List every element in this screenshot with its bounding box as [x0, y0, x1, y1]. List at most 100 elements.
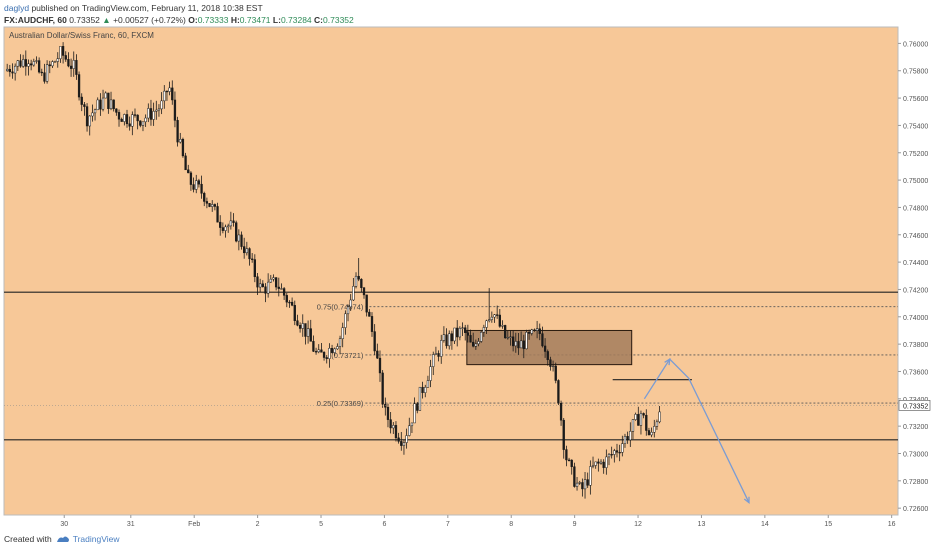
candle-body: [445, 334, 448, 347]
candle-body: [298, 325, 302, 329]
candle-body: [296, 320, 299, 326]
tradingview-logo-icon: [56, 536, 69, 542]
x-tick-label: 6: [382, 521, 386, 528]
candle-body: [373, 331, 376, 352]
candle-body: [176, 120, 179, 143]
candle-body: [93, 109, 97, 114]
candle-body: [626, 436, 629, 441]
candle-body: [40, 71, 43, 74]
candle-body: [570, 459, 573, 467]
candle-body: [605, 456, 608, 468]
candle-body: [56, 58, 59, 62]
candle-body: [19, 60, 22, 67]
candle-body: [554, 365, 557, 381]
candle-body: [493, 314, 496, 318]
chart-background: [4, 27, 898, 515]
y-tick-label: 0.73600: [903, 369, 928, 376]
symbol-line: FX:AUDCHF, 60 0.73352 ▲ +0.00527 (+0.72%…: [4, 14, 354, 26]
candle-body: [213, 204, 217, 207]
candle-body: [160, 100, 163, 110]
candle-body: [11, 71, 14, 74]
candle-body: [581, 482, 584, 490]
candle-body: [80, 96, 83, 105]
candle-body: [546, 351, 549, 360]
candle-body: [227, 225, 230, 228]
candle-body: [83, 104, 86, 107]
candle-body: [309, 328, 312, 342]
candle-body: [219, 221, 222, 228]
candle-body: [503, 325, 507, 339]
candle-body: [450, 333, 454, 342]
candle-body: [37, 60, 41, 73]
candle-body: [442, 334, 446, 341]
fib-level-label: (0.73721): [331, 351, 364, 360]
candle-body: [392, 425, 395, 429]
candle-body: [27, 63, 30, 67]
candle-body: [128, 123, 131, 127]
author-link[interactable]: daglyd: [4, 3, 30, 13]
chart-header: daglyd published on TradingView.com, Feb…: [4, 2, 354, 26]
x-tick-label: 5: [319, 521, 323, 528]
candle-body: [72, 60, 75, 69]
x-tick-label: 16: [888, 521, 896, 528]
price-chart[interactable]: Australian Dollar/Swiss Franc, 60, FXCM 0…: [0, 26, 932, 532]
candle-body: [88, 115, 91, 127]
low-label: L:: [272, 15, 281, 25]
candle-body: [551, 365, 555, 368]
candle-body: [21, 59, 25, 67]
candle-body: [583, 479, 587, 490]
candle-body: [589, 466, 592, 486]
low-value: 0.73284: [280, 15, 312, 25]
candle-body: [109, 99, 113, 109]
candle-body: [195, 180, 198, 190]
candle-body: [306, 328, 310, 337]
candle-body: [304, 323, 307, 337]
y-tick-label: 0.75400: [903, 123, 928, 130]
candle-body: [131, 114, 134, 127]
y-tick-label: 0.74200: [903, 287, 928, 294]
candle-body: [173, 99, 177, 121]
candle-body: [623, 436, 627, 444]
candle-body: [277, 286, 280, 289]
candle-body: [203, 193, 206, 202]
candle-body: [378, 357, 382, 374]
candle-body: [511, 336, 515, 347]
candle-body: [245, 248, 248, 254]
candle-body: [482, 327, 485, 333]
candle-body: [112, 99, 115, 110]
open-value: 0.73333: [197, 15, 229, 25]
tradingview-brand[interactable]: TradingView: [56, 534, 120, 544]
tradingview-brand-label: TradingView: [72, 534, 120, 544]
candle-body: [136, 114, 139, 122]
candle-body: [53, 61, 57, 63]
candle-body: [264, 286, 267, 294]
candle-body: [647, 430, 651, 436]
candle-body: [352, 286, 355, 301]
candle-body: [149, 108, 153, 120]
candle-body: [448, 333, 451, 347]
candle-body: [75, 60, 78, 75]
candle-body: [602, 461, 605, 468]
plot-border: [3, 26, 899, 516]
candle-body: [541, 333, 544, 347]
candle-body: [274, 277, 278, 288]
candle-body: [208, 203, 211, 207]
candle-body: [535, 328, 539, 331]
candle-body: [141, 121, 145, 126]
candle-body: [125, 114, 129, 125]
y-tick-label: 0.73800: [903, 342, 928, 349]
candle-body: [107, 92, 110, 109]
candle-body: [123, 114, 126, 122]
candle-body: [496, 314, 499, 316]
chart-area[interactable]: Australian Dollar/Swiss Franc, 60, FXCM 0…: [0, 26, 932, 532]
candle-body: [32, 61, 35, 66]
candle-body: [573, 466, 576, 487]
candle-body: [613, 450, 616, 455]
candle-body: [104, 92, 107, 99]
candle-body: [514, 341, 517, 347]
y-tick-label: 0.73000: [903, 451, 928, 458]
candle-body: [45, 64, 49, 82]
candle-body: [410, 422, 414, 427]
candle-body: [402, 442, 406, 446]
candle-body: [43, 72, 46, 82]
